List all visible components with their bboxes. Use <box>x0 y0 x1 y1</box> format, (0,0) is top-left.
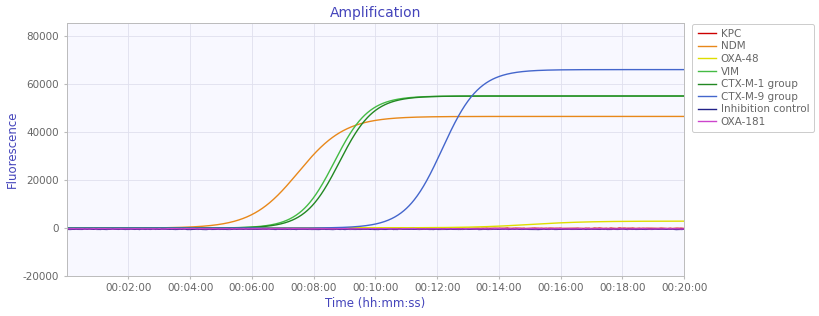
CTX-M-9 group <box>678 68 688 71</box>
KPC <box>678 227 688 230</box>
OXA-181 <box>400 227 410 231</box>
X-axis label: Time (hh:mm:ss): Time (hh:mm:ss) <box>325 297 425 310</box>
OXA-181 <box>330 227 340 231</box>
OXA-48 <box>678 219 688 223</box>
KPC <box>270 227 280 230</box>
Inhibition control <box>270 228 280 231</box>
KPC <box>143 227 153 230</box>
KPC <box>330 226 340 230</box>
OXA-48 <box>329 226 339 230</box>
NDM <box>678 114 688 118</box>
CTX-M-1 group <box>143 226 153 230</box>
Inhibition control <box>143 228 153 231</box>
Line: VIM: VIM <box>66 96 683 228</box>
CTX-M-1 group <box>386 100 396 104</box>
Line: CTX-M-1 group: CTX-M-1 group <box>66 96 683 228</box>
Line: CTX-M-9 group: CTX-M-9 group <box>66 70 683 228</box>
Inhibition control <box>330 228 340 231</box>
CTX-M-9 group <box>329 226 339 229</box>
Inhibition control <box>387 227 396 231</box>
Inhibition control <box>671 228 681 231</box>
Line: NDM: NDM <box>66 116 683 228</box>
OXA-181 <box>678 227 688 231</box>
VIM <box>399 96 409 100</box>
VIM <box>678 94 688 98</box>
NDM <box>61 226 71 230</box>
VIM <box>329 160 339 163</box>
OXA-48 <box>399 226 409 230</box>
OXA-48 <box>386 226 396 230</box>
OXA-181 <box>61 227 71 231</box>
VIM <box>61 226 71 230</box>
Inhibition control <box>61 228 71 231</box>
KPC <box>61 226 71 230</box>
KPC <box>235 227 245 231</box>
CTX-M-9 group <box>386 217 396 221</box>
KPC <box>400 227 410 230</box>
VIM <box>269 222 279 226</box>
NDM <box>269 196 279 200</box>
NDM <box>399 116 409 119</box>
CTX-M-9 group <box>269 226 279 230</box>
NDM <box>143 226 153 230</box>
CTX-M-9 group <box>399 209 409 212</box>
CTX-M-1 group <box>399 97 409 101</box>
NDM <box>386 117 396 120</box>
Inhibition control <box>399 228 409 231</box>
OXA-181 <box>143 227 153 231</box>
VIM <box>165 226 175 230</box>
Line: OXA-181: OXA-181 <box>66 228 683 229</box>
CTX-M-9 group <box>143 226 153 230</box>
Line: KPC: KPC <box>66 228 683 229</box>
Inhibition control <box>264 227 274 231</box>
KPC <box>165 226 175 230</box>
CTX-M-1 group <box>61 226 71 230</box>
Line: OXA-48: OXA-48 <box>66 221 683 228</box>
CTX-M-1 group <box>165 226 175 230</box>
Inhibition control <box>678 227 688 231</box>
Legend: KPC, NDM, OXA-48, VIM, CTX-M-1 group, CTX-M-9 group, Inhibition control, OXA-181: KPC, NDM, OXA-48, VIM, CTX-M-1 group, CT… <box>691 24 813 132</box>
OXA-48 <box>165 226 175 230</box>
VIM <box>386 99 396 103</box>
OXA-181 <box>345 227 355 231</box>
OXA-48 <box>269 226 279 230</box>
OXA-48 <box>61 226 71 230</box>
NDM <box>329 134 339 138</box>
CTX-M-9 group <box>165 226 175 230</box>
OXA-181 <box>387 227 396 231</box>
KPC <box>312 226 322 230</box>
OXA-48 <box>143 226 153 230</box>
NDM <box>165 226 175 229</box>
KPC <box>387 227 396 230</box>
Y-axis label: Fluorescence: Fluorescence <box>6 111 19 188</box>
Title: Amplification: Amplification <box>329 6 421 20</box>
CTX-M-1 group <box>678 94 688 98</box>
CTX-M-1 group <box>329 170 339 173</box>
CTX-M-1 group <box>269 223 279 227</box>
CTX-M-9 group <box>61 226 71 230</box>
OXA-181 <box>270 227 280 231</box>
OXA-181 <box>187 227 197 230</box>
Inhibition control <box>165 228 175 231</box>
OXA-181 <box>165 227 175 231</box>
VIM <box>143 226 153 230</box>
